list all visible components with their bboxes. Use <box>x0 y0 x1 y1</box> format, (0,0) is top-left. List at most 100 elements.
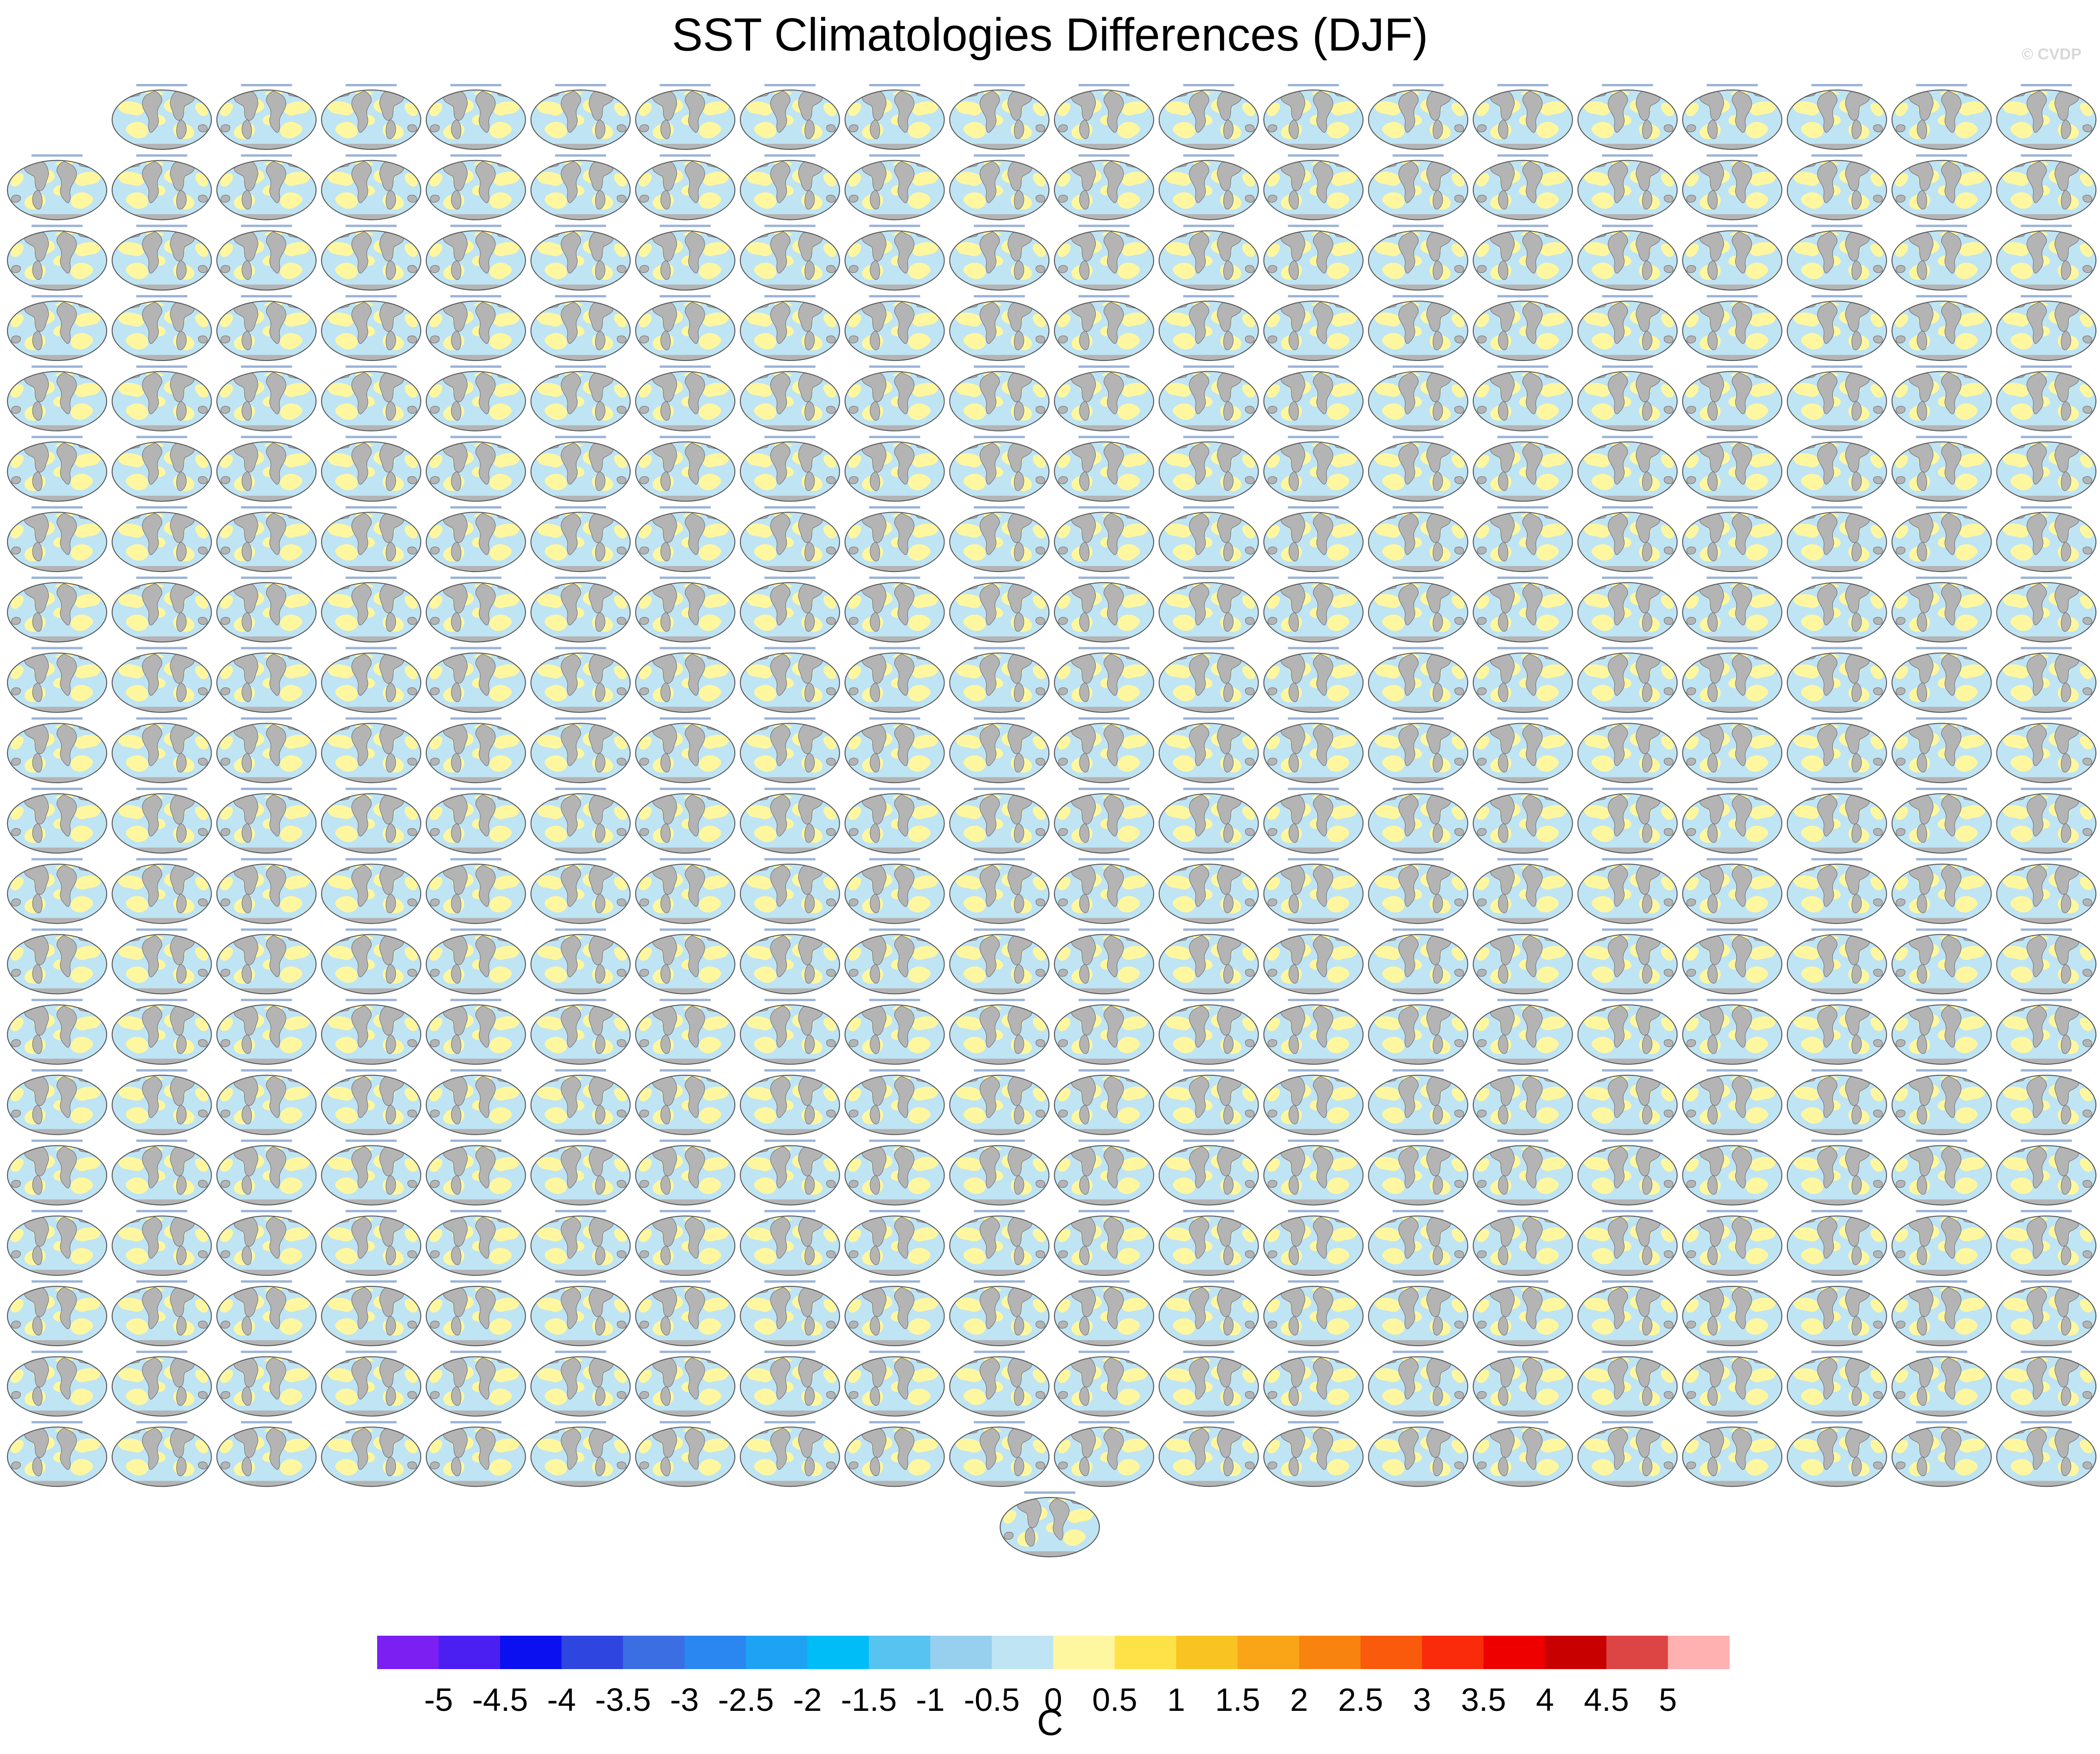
map-panel-100 <box>6 436 108 505</box>
panel-caption <box>450 1280 501 1283</box>
panel-caption <box>660 858 711 861</box>
map-panel-173 <box>1367 647 1469 716</box>
panel-caption <box>1079 295 1130 298</box>
map-panel-66 <box>634 295 736 364</box>
panel-caption <box>1183 295 1234 298</box>
map-panel-289 <box>948 1069 1050 1138</box>
map-panel-29 <box>948 154 1050 224</box>
map-panel-271 <box>1158 999 1260 1068</box>
panel-caption <box>1916 506 1967 509</box>
map-panel-184 <box>425 717 527 786</box>
map-panel-353 <box>1367 1280 1469 1349</box>
map-panel-303 <box>320 1139 422 1209</box>
panel-caption <box>660 154 711 157</box>
map-panel-46 <box>634 225 736 294</box>
panel-caption <box>869 154 920 157</box>
map-panel-364 <box>425 1350 527 1420</box>
panel-caption <box>555 788 606 790</box>
panel-caption <box>1288 576 1339 579</box>
panel-caption <box>2021 717 2072 720</box>
map-panel-10 <box>1053 84 1155 153</box>
map-panel-105 <box>530 436 632 505</box>
map-panel-375 <box>1577 1350 1679 1420</box>
panel-caption <box>346 436 397 438</box>
map-panel-382 <box>215 1421 317 1490</box>
panel-caption <box>1602 1350 1653 1353</box>
map-panel-91 <box>1158 365 1260 435</box>
panel-caption <box>1497 1139 1548 1142</box>
panel-caption <box>764 365 816 368</box>
panel-caption <box>1393 717 1444 720</box>
map-panel-333 <box>1367 1210 1469 1279</box>
map-panel-96 <box>1681 365 1783 435</box>
panel-caption <box>1602 506 1653 509</box>
map-panel-235 <box>1577 858 1679 927</box>
panel-caption <box>1811 858 1862 861</box>
panel-caption <box>555 647 606 649</box>
panel-caption <box>241 717 292 720</box>
map-panel-101 <box>111 436 213 505</box>
map-panel-207 <box>739 788 841 857</box>
map-panel-323 <box>320 1210 422 1279</box>
panel-caption <box>764 84 816 86</box>
map-panel-34 <box>1472 154 1574 224</box>
map-panel-3 <box>320 84 422 153</box>
colorbar-box <box>869 1636 931 1669</box>
map-panel-245 <box>530 928 632 997</box>
colorbar-box <box>1545 1636 1607 1669</box>
panel-caption <box>346 576 397 579</box>
panel-caption <box>450 506 501 509</box>
map-panel-390 <box>1053 1421 1155 1490</box>
map-panel-112 <box>1262 436 1364 505</box>
map-panel-41 <box>111 225 213 294</box>
panel-caption <box>555 436 606 438</box>
map-panel-154 <box>1472 576 1574 646</box>
panel-caption <box>2021 506 2072 509</box>
panel-caption <box>450 436 501 438</box>
panel-caption <box>1079 999 1130 1002</box>
map-panel-256 <box>1681 928 1783 997</box>
map-panel-110 <box>1053 436 1155 505</box>
colorbar-box <box>1053 1636 1115 1669</box>
map-panel-203 <box>320 788 422 857</box>
panel-caption <box>1079 576 1130 579</box>
panel-caption <box>660 436 711 438</box>
panel-caption <box>1811 295 1862 298</box>
map-panel-331 <box>1158 1210 1260 1279</box>
map-panel-148 <box>844 576 946 646</box>
panel-caption <box>1183 576 1234 579</box>
map-panel-284 <box>425 1069 527 1138</box>
panel-caption <box>241 436 292 438</box>
panel-caption <box>32 858 83 861</box>
panel-caption <box>136 84 187 86</box>
panel-caption <box>974 788 1025 790</box>
map-panel-345 <box>530 1280 632 1349</box>
map-panel-311 <box>1158 1139 1260 1209</box>
map-panel-344 <box>425 1280 527 1349</box>
panel-caption <box>1183 436 1234 438</box>
panel-caption <box>660 999 711 1002</box>
panel-caption <box>555 1421 606 1424</box>
map-panel-385 <box>530 1421 632 1490</box>
panel-caption <box>2021 225 2072 227</box>
map-panel-342 <box>215 1280 317 1349</box>
panel-caption <box>450 1139 501 1142</box>
map-panel-341 <box>111 1280 213 1349</box>
panel-caption <box>764 858 816 861</box>
panel-caption <box>241 365 292 368</box>
map-panel-299 <box>1995 1069 2097 1138</box>
map-panel-293 <box>1367 1069 1469 1138</box>
panel-caption <box>32 1139 83 1142</box>
panel-caption <box>32 436 83 438</box>
colorbar-tick-label: 2.5 <box>1338 1682 1383 1718</box>
panel-caption <box>869 1139 920 1142</box>
map-panel-391 <box>1158 1421 1260 1490</box>
map-panel-167 <box>739 647 841 716</box>
panel-caption <box>1707 576 1758 579</box>
map-panel-338 <box>1891 1210 1993 1279</box>
panel-caption <box>136 999 187 1002</box>
panel-caption <box>1811 1280 1862 1283</box>
map-panel-25 <box>530 154 632 224</box>
map-panel-393 <box>1367 1421 1469 1490</box>
panel-caption <box>660 1280 711 1283</box>
